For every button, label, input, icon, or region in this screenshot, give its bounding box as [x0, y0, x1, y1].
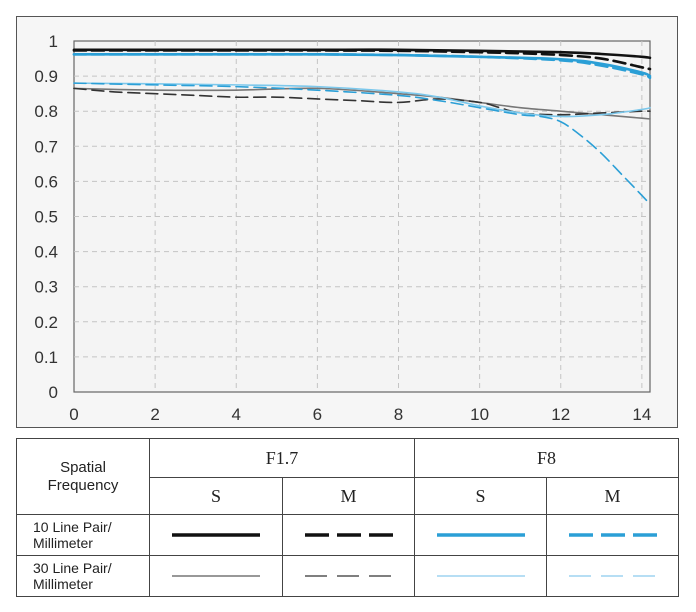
row-label-10lp: 10 Line Pair/ Millimeter [16, 514, 150, 556]
mode-header-f8-m: M [546, 477, 680, 515]
swatch-cell [281, 514, 416, 556]
swatch-cell [546, 514, 680, 556]
swatch-cell [281, 555, 416, 597]
aperture-header-f17: F1.7 [148, 438, 416, 478]
mode-header-f17-s: S [149, 477, 283, 515]
row-label-30lp: 30 Line Pair/ Millimeter [16, 555, 150, 597]
swatch-cell [414, 555, 548, 597]
spatial-frequency-header: Spatial Frequency [16, 438, 150, 515]
legend-table: Spatial Frequency F1.7 F8 S M S M 10 Lin… [16, 438, 680, 597]
legend-swatch-f17-s-10 [172, 533, 260, 537]
x-tick-label: 0 [69, 405, 78, 424]
mtf-chart: 0 2 4 6 8 10 12 14 0 0.1 0.2 0.3 0.4 0.5 0.6 0.7 0.8 0.9 1 [16, 16, 678, 428]
y-tick-label: 0.9 [34, 67, 58, 86]
series-f8-m-30lp [73, 82, 651, 206]
mtf-chart-svg: 0 2 4 6 8 10 12 14 0 0.1 0.2 0.3 0.4 0.5 0.6 0.7 0.8 0.9 1 [34, 32, 652, 424]
y-tick-label: 0.6 [34, 172, 58, 191]
swatch-cell [414, 514, 548, 556]
swatch-cell [546, 555, 680, 597]
mode-header-f17-m: M [281, 477, 416, 515]
aperture-header-f8: F8 [414, 438, 680, 478]
x-tick-label: 12 [551, 405, 570, 424]
y-tick-label: 1 [49, 32, 58, 51]
y-tick-label: 0.4 [34, 243, 58, 262]
y-tick-label: 0.2 [34, 313, 58, 332]
mode-header-f8-s: S [414, 477, 548, 515]
x-tick-label: 4 [232, 405, 241, 424]
swatch-cell [149, 514, 283, 556]
series-f8-m-10lp [72, 52, 652, 80]
legend-swatch-f8-m-10 [568, 533, 657, 537]
x-tick-label: 10 [470, 405, 489, 424]
y-tick-label: 0.7 [34, 137, 58, 156]
y-tick-label: 0.5 [34, 208, 58, 227]
spatial-frequency-label: Spatial Frequency [47, 458, 119, 494]
series-f17-m-30lp [73, 87, 651, 116]
x-tick-label: 8 [394, 405, 403, 424]
x-tick-label: 14 [632, 405, 651, 424]
y-tick-label: 0.8 [34, 102, 58, 121]
y-tick-label: 0.3 [34, 278, 58, 297]
series-f8-s-30lp [73, 82, 651, 118]
y-tick-label: 0.1 [34, 348, 58, 367]
legend-swatch-f17-m-30 [304, 575, 393, 577]
legend-swatch-f17-s-30 [172, 575, 260, 577]
swatch-cell [149, 555, 283, 597]
legend-swatch-f8-m-30 [568, 575, 657, 577]
legend-swatch-f17-m-10 [304, 533, 393, 537]
y-tick-label: 0 [49, 383, 58, 402]
legend-swatch-f8-s-10 [436, 533, 525, 537]
x-tick-label: 6 [313, 405, 322, 424]
series-f17-m-10lp [72, 49, 652, 71]
x-tick-label: 2 [150, 405, 159, 424]
legend-swatch-f8-s-30 [436, 575, 525, 577]
